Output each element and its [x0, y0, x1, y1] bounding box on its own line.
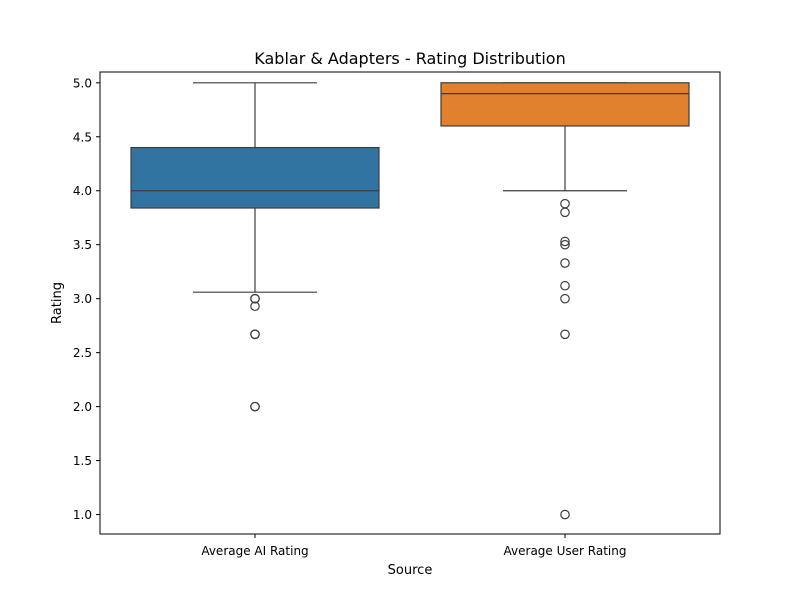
outlier-point — [560, 207, 570, 218]
outlier-point — [560, 329, 570, 340]
outlier-point — [560, 280, 570, 291]
y-tick-label: 4.0 — [73, 184, 92, 198]
y-tick-label: 2.5 — [73, 346, 92, 360]
y-tick-label: 2.0 — [73, 400, 92, 414]
y-tick-label: 1.0 — [73, 508, 92, 522]
outlier-point — [250, 301, 260, 312]
box-iqr — [130, 146, 380, 209]
outlier-point — [250, 293, 260, 304]
y-tick-label: 4.5 — [73, 130, 92, 144]
plot-area: 1.0 1.5 2.0 2.5 3.0 3.5 4.0 4.5 5.0 Average AI Ra… — [73, 76, 690, 558]
x-tick-label: Average User Rating — [504, 544, 627, 558]
outlier-point — [560, 509, 570, 520]
y-tick-label: 3.0 — [73, 292, 92, 306]
outlier-point — [250, 401, 260, 412]
y-tick-label: 5.0 — [73, 76, 92, 90]
x-axis-label: Source — [388, 563, 433, 578]
y-tick-label: 1.5 — [73, 454, 92, 468]
x-tick-label: Average AI Rating — [201, 544, 308, 558]
chart-title: Kablar & Adapters - Rating Distribution — [254, 49, 565, 68]
outlier-point — [560, 258, 570, 268]
outlier-point — [560, 293, 570, 304]
box-iqr — [440, 82, 690, 127]
outlier-point — [560, 236, 570, 247]
y-tick-label: 3.5 — [73, 238, 92, 252]
outlier-point — [560, 239, 570, 250]
y-axis-label: Rating — [50, 282, 65, 324]
outlier-point — [250, 329, 260, 340]
plot-frame — [99, 71, 721, 535]
outlier-point — [560, 198, 570, 209]
